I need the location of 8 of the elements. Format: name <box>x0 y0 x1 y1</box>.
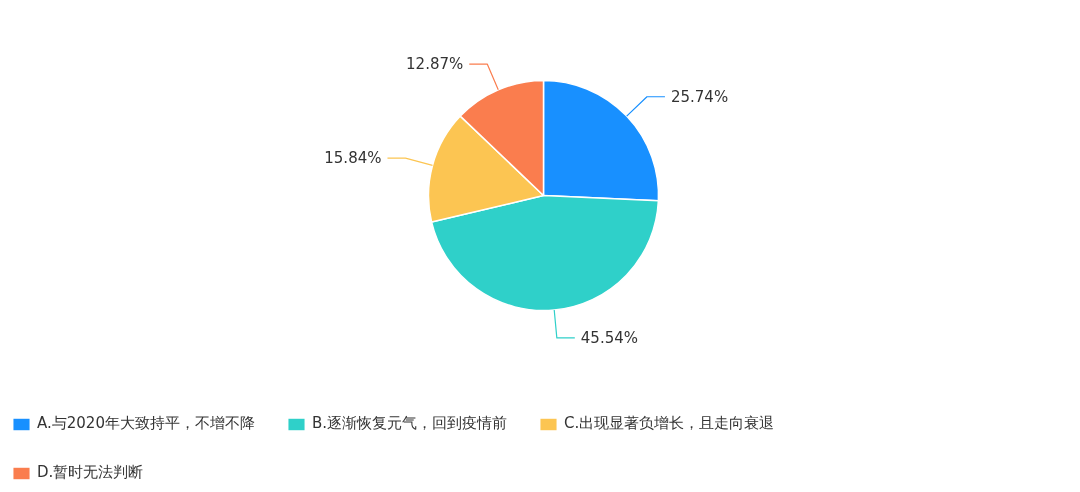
data-label: 45.54% <box>580 328 639 347</box>
data-label: 25.74% <box>670 87 729 106</box>
data-label: 15.84% <box>324 149 382 168</box>
data-label: 12.87% <box>406 55 464 74</box>
legend-label: A.与2020年大致持平，不增不降 <box>37 414 255 433</box>
legend-label: D.暂时无法判断 <box>37 463 144 482</box>
legend-label: B.逐渐恢复元气，回到疫情前 <box>311 414 508 433</box>
legend-label: C.出现显著负增长，且走向衰退 <box>564 414 775 433</box>
